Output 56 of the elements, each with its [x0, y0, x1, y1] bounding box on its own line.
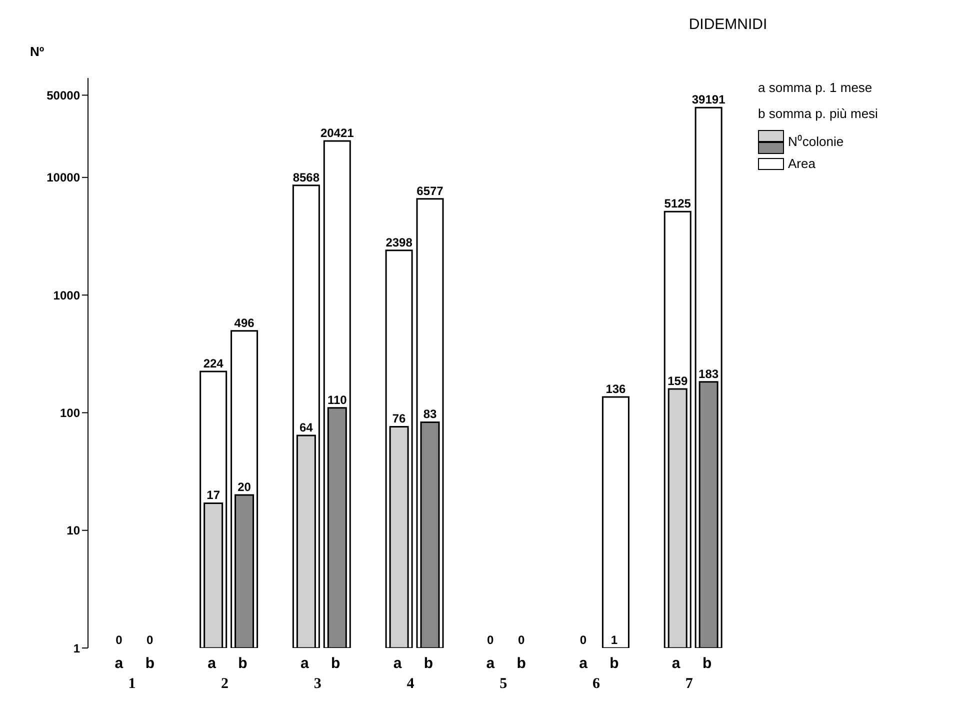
text: 1 [128, 676, 136, 692]
y-tick-label: 1 [73, 641, 80, 656]
y-tick-label: 1000 [53, 288, 80, 302]
x-tick-label: b [145, 655, 154, 672]
y-axis-title: Nº [30, 44, 44, 59]
data-label: 136 [606, 382, 626, 396]
data-label: 183 [698, 366, 719, 381]
text: 0 [487, 633, 494, 647]
data-label: 64 [300, 420, 314, 435]
data-label: 20421 [320, 126, 354, 140]
text: 3 [314, 676, 322, 692]
data-label: 17 [206, 488, 220, 502]
x-tick-label: b [424, 655, 434, 672]
data-label: 76 [392, 412, 406, 426]
text: 5 [500, 676, 508, 692]
y-tick-label: 10000 [46, 170, 80, 185]
x-tick-label: a [300, 655, 310, 672]
text: 0 [146, 633, 154, 647]
y-tick-label: 10 [66, 524, 80, 538]
text: 6 [592, 676, 600, 692]
data-label: 1 [610, 633, 618, 647]
y-tick-label: 50000 [46, 88, 80, 102]
chart-title: DIDEMNIDI [688, 16, 768, 33]
data-label: 2398 [386, 235, 413, 250]
data-label: 20 [238, 480, 252, 494]
y-tick-label: 100 [60, 406, 80, 420]
x-tick-label: a [393, 655, 402, 672]
text: 0 [580, 633, 587, 647]
x-tick-label: a [579, 655, 588, 672]
x-tick-label: a [208, 655, 217, 672]
data-label: 5125 [664, 196, 692, 211]
x-tick-label: a [486, 655, 496, 672]
data-label: 496 [234, 316, 255, 330]
text: 7 [685, 676, 694, 692]
data-label: 39191 [692, 92, 726, 107]
x-tick-label: b [610, 655, 619, 672]
x-tick-label: b [702, 655, 712, 672]
data-label: 110 [327, 392, 348, 407]
x-tick-label: a [672, 655, 681, 672]
data-label: 159 [668, 374, 688, 388]
x-tick-label: b [331, 655, 340, 672]
data-label: 224 [203, 356, 224, 371]
text: a somma p. 1 mese [758, 79, 874, 97]
x-tick-label: b [516, 655, 526, 672]
text: 0 [518, 633, 525, 647]
data-label: 83 [423, 407, 437, 422]
text: b somma p. più mesi [758, 105, 878, 123]
data-label: 8568 [292, 170, 320, 184]
x-tick-label: b [238, 655, 248, 672]
data-label: 6577 [416, 184, 444, 198]
legend-label: N⁰colonie [788, 133, 844, 151]
text: 0 [116, 633, 122, 647]
legend-label: Area [788, 155, 816, 173]
text: 4 [406, 676, 415, 692]
x-tick-label: a [114, 655, 124, 672]
text: 2 [221, 676, 229, 692]
